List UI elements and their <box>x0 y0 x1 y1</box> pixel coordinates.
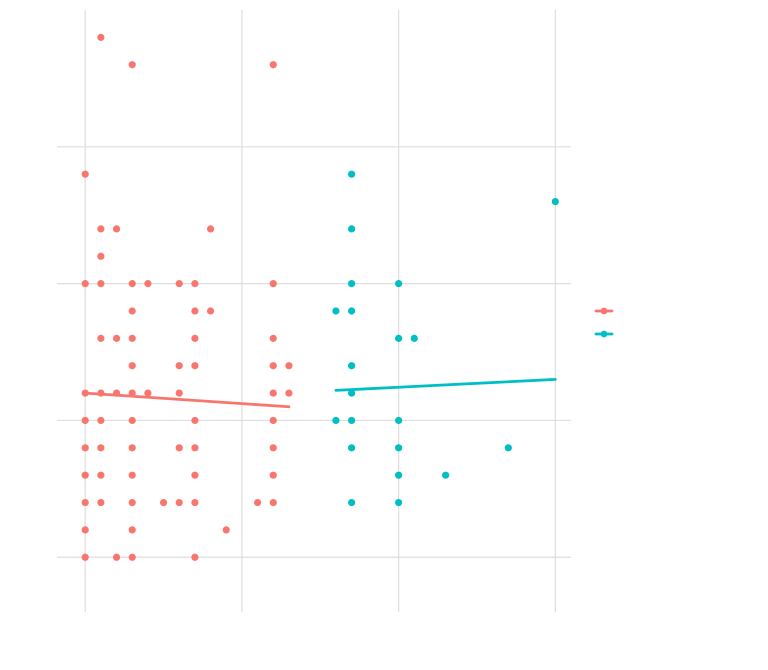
data-point <box>97 471 105 479</box>
trend-line <box>334 378 557 392</box>
data-point <box>348 416 356 425</box>
data-point <box>348 280 356 288</box>
data-point <box>128 416 136 425</box>
data-point <box>112 225 121 233</box>
data-point <box>175 498 183 507</box>
data-point <box>348 498 356 507</box>
data-point <box>191 553 199 561</box>
data-point <box>81 444 89 452</box>
data-point <box>206 225 215 233</box>
data-point <box>128 307 136 315</box>
data-point <box>128 553 136 561</box>
data-point <box>81 280 89 288</box>
data-point <box>81 498 89 507</box>
data-point <box>81 526 89 534</box>
data-point <box>222 526 230 534</box>
data-point <box>81 471 89 479</box>
data-point <box>97 389 105 397</box>
data-point <box>97 252 105 260</box>
data-point <box>128 280 136 288</box>
data-point <box>332 416 340 425</box>
trend-lines <box>83 378 557 409</box>
data-point <box>128 471 136 479</box>
data-point <box>348 307 356 315</box>
data-point <box>191 444 199 452</box>
data-point <box>285 362 293 370</box>
data-point <box>395 280 403 288</box>
data-point <box>206 307 215 315</box>
data-point <box>81 416 89 425</box>
data-point <box>128 61 136 69</box>
data-point <box>442 471 450 479</box>
data-point <box>348 362 356 370</box>
data-point <box>112 553 121 561</box>
grid-lines <box>57 10 571 612</box>
data-point <box>175 280 183 288</box>
data-point <box>97 225 105 233</box>
data-point <box>191 416 199 425</box>
data-point <box>269 334 277 342</box>
data-point <box>395 498 403 507</box>
data-point <box>81 389 89 397</box>
legend <box>594 307 614 338</box>
data-point <box>348 170 356 178</box>
data-point <box>112 334 121 342</box>
data-point <box>128 526 136 534</box>
data-point <box>128 334 136 342</box>
data-point <box>175 362 183 370</box>
data-point <box>269 444 277 452</box>
data-point <box>191 280 199 288</box>
legend-key <box>594 307 614 315</box>
data-point <box>159 498 168 507</box>
data-point <box>269 416 277 425</box>
data-point <box>97 33 105 41</box>
data-point <box>191 307 199 315</box>
data-point <box>332 307 340 315</box>
data-point <box>269 389 277 397</box>
data-point <box>97 498 105 507</box>
legend-key <box>594 330 614 338</box>
data-point <box>269 498 277 507</box>
legend-point <box>600 307 608 315</box>
data-point <box>191 471 199 479</box>
data-point <box>191 334 199 342</box>
data-point <box>395 471 403 479</box>
data-point <box>269 280 277 288</box>
data-point <box>97 444 105 452</box>
data-point <box>348 389 356 397</box>
data-point <box>144 389 152 397</box>
data-point <box>128 498 136 507</box>
data-point <box>269 471 277 479</box>
legend-point <box>600 330 608 338</box>
data-points <box>81 33 559 561</box>
data-point <box>348 444 356 452</box>
data-point <box>285 389 293 397</box>
data-point <box>128 362 136 370</box>
data-point <box>191 498 199 507</box>
data-point <box>81 170 89 178</box>
data-point <box>144 280 152 288</box>
data-point <box>269 61 277 69</box>
data-point <box>410 334 418 342</box>
data-point <box>395 444 403 452</box>
data-point <box>97 334 105 342</box>
data-point <box>348 225 356 233</box>
data-point <box>395 334 403 342</box>
data-point <box>269 362 277 370</box>
data-point <box>175 444 183 452</box>
data-point <box>253 498 262 507</box>
data-point <box>504 444 512 452</box>
data-point <box>395 416 403 425</box>
data-point <box>175 389 183 397</box>
data-point <box>191 362 199 370</box>
data-point <box>128 389 136 397</box>
data-point <box>551 197 559 206</box>
data-point <box>97 280 105 288</box>
data-point <box>112 389 121 397</box>
data-point <box>128 444 136 452</box>
data-point <box>97 416 105 425</box>
data-point <box>81 553 89 561</box>
